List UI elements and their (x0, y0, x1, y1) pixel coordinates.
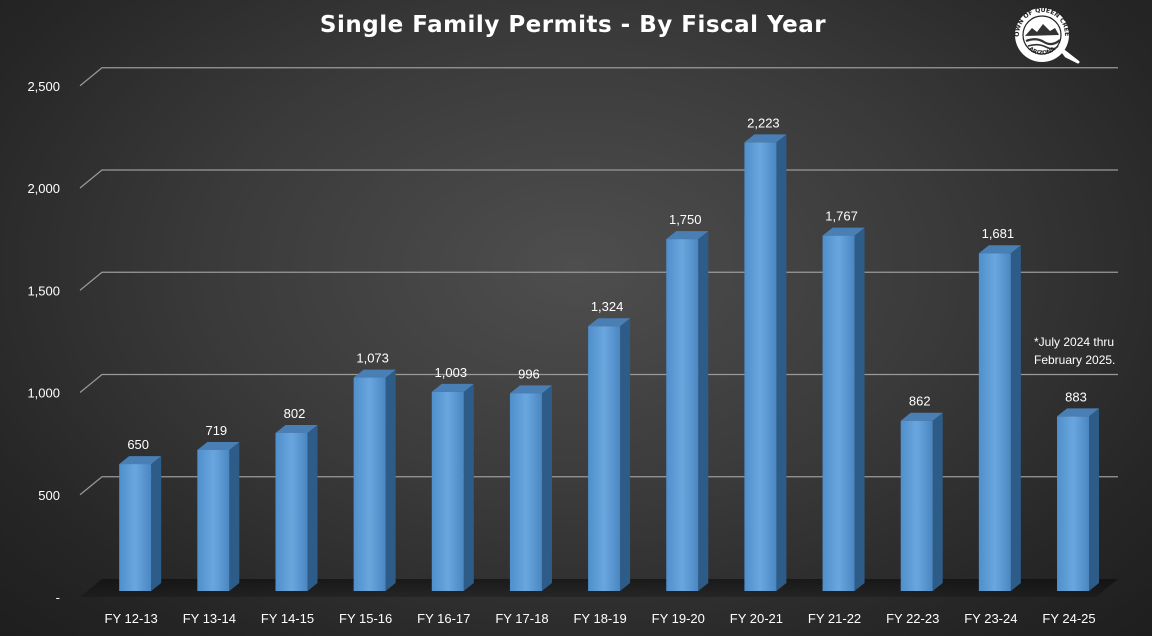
bar-top-face (588, 318, 631, 327)
bar-fy-17-18: 996 (509, 366, 552, 591)
bar-front-face (509, 393, 542, 591)
bar-fy-21-22: 1,767 (822, 209, 865, 591)
gridline (79, 271, 1118, 291)
bar-fy-16-17: 1,003 (431, 365, 474, 591)
data-label: 1,324 (591, 299, 624, 314)
x-tick-label: FY 19-20 (652, 611, 705, 626)
bar-front-face (119, 464, 152, 591)
bar-side-face (698, 231, 709, 591)
bars: 650 719 802 1,073 1,003 996 1,324 1,750 2,223 1,7… (119, 115, 1100, 592)
x-tick-label: FY 14-15 (261, 611, 314, 626)
bar-front-face (588, 326, 621, 591)
bar-fy-15-16: 1,073 (353, 351, 396, 591)
bar-fy-22-23: 862 (900, 394, 943, 591)
data-label: 1,003 (435, 365, 468, 380)
bar-fy-18-19: 1,324 (588, 299, 631, 591)
y-tick-label: 2,000 (27, 181, 60, 196)
x-tick-label: FY 16-17 (417, 611, 470, 626)
bar-side-face (854, 227, 865, 591)
bar-side-face (620, 318, 631, 591)
bar-side-face (307, 424, 318, 591)
bar-side-face (1089, 408, 1100, 591)
bar-top-face (431, 383, 474, 392)
gridline (79, 169, 1118, 189)
bar-top-face (978, 245, 1021, 254)
svg-text:ARIZONA: ARIZONA (1027, 46, 1057, 57)
bar-front-face (431, 391, 464, 591)
bar-front-face (353, 377, 386, 591)
bar-side-face (932, 412, 943, 591)
bar-side-face (776, 134, 787, 592)
bar-fy-19-20: 1,750 (666, 212, 709, 591)
y-tick-label: 1,000 (27, 386, 60, 401)
bar-front-face (197, 449, 230, 591)
annotation-line-2: February 2025. (1034, 353, 1116, 367)
x-tick-label: FY 15-16 (339, 611, 392, 626)
gridline (79, 67, 1118, 87)
y-tick-label: 500 (38, 488, 60, 503)
bar-fy-24-25: 883 (1057, 389, 1100, 591)
bar-top-face (275, 424, 318, 433)
bar-fy-12-13: 650 (119, 437, 162, 591)
bar-top-face (822, 227, 865, 236)
data-label: 719 (205, 423, 227, 438)
bar-side-face (229, 441, 240, 591)
x-tick-label: FY 24-25 (1042, 611, 1095, 626)
bar-top-face (900, 412, 943, 421)
bar-side-face (151, 456, 162, 591)
x-tick-label: FY 21-22 (808, 611, 861, 626)
data-label: 802 (284, 406, 306, 421)
x-tick-label: FY 22-23 (886, 611, 939, 626)
bar-top-face (119, 456, 162, 465)
x-tick-label: FY 12-13 (105, 611, 158, 626)
data-label: 1,073 (356, 351, 389, 366)
bar-top-face (509, 385, 552, 394)
x-tick-label: FY 13-14 (183, 611, 236, 626)
bar-side-face (385, 369, 396, 591)
data-label: 1,681 (982, 226, 1015, 241)
bar-front-face (275, 432, 308, 591)
partial-year-annotation: *July 2024 thru February 2025. (1034, 333, 1148, 369)
bar-top-face (666, 231, 709, 240)
data-label: 862 (909, 394, 931, 409)
bar-top-face (197, 441, 240, 450)
annotation-line-1: *July 2024 thru (1034, 335, 1115, 349)
town-seal-logo: TOWN OF QUEEN CREEK ARIZONA (1008, 4, 1080, 64)
data-label: 2,223 (747, 115, 780, 130)
x-tick-label: FY 18-19 (573, 611, 626, 626)
bar-fy-13-14: 719 (197, 423, 240, 591)
x-tick-label: FY 23-24 (964, 611, 1017, 626)
data-label: 883 (1065, 389, 1087, 404)
y-tick-label: 2,500 (27, 79, 60, 94)
bar-top-face (744, 134, 787, 143)
bar-front-face (666, 239, 699, 591)
bar-front-face (1057, 416, 1090, 591)
data-label: 650 (127, 437, 149, 452)
bar-front-face (822, 235, 855, 591)
x-tick-label: FY 20-21 (730, 611, 783, 626)
bar-front-face (978, 253, 1011, 591)
bar-front-face (900, 420, 933, 591)
x-tick-label: FY 17-18 (495, 611, 548, 626)
bar-top-face (353, 369, 396, 378)
y-tick-label: - (56, 590, 60, 605)
bar-fy-23-24: 1,681 (978, 226, 1021, 591)
data-label: 1,767 (825, 209, 858, 224)
data-label: 996 (518, 366, 540, 381)
bar-side-face (463, 383, 474, 591)
bar-top-face (1057, 408, 1100, 417)
logo-bottom-text: ARIZONA (1027, 46, 1057, 57)
bar-fy-20-21: 2,223 (744, 115, 787, 592)
chart-title: Single Family Permits - By Fiscal Year (319, 12, 827, 38)
bar-side-face (1010, 245, 1021, 591)
bar-fy-14-15: 802 (275, 406, 318, 591)
y-tick-label: 1,500 (27, 283, 60, 298)
x-axis-tick-labels: FY 12-13 FY 13-14 FY 14-15 FY 15-16 FY 16-17… (105, 611, 1096, 626)
data-label: 1,750 (669, 212, 702, 227)
bar-front-face (744, 142, 777, 592)
y-axis-tick-labels: - 500 1,000 1,500 2,000 2,500 (27, 79, 60, 605)
bar-side-face (541, 385, 552, 591)
